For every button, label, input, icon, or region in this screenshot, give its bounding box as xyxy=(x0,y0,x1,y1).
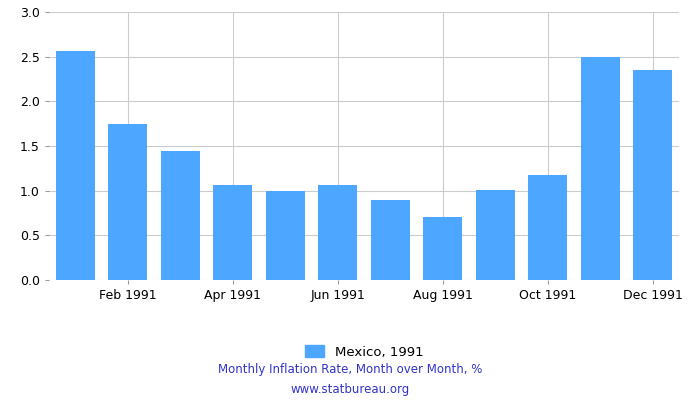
Bar xyxy=(213,185,253,280)
Text: Monthly Inflation Rate, Month over Month, %: Monthly Inflation Rate, Month over Month… xyxy=(218,364,482,376)
Bar xyxy=(528,174,568,280)
Bar xyxy=(108,124,148,280)
Legend: Mexico, 1991: Mexico, 1991 xyxy=(299,340,429,364)
Text: www.statbureau.org: www.statbureau.org xyxy=(290,384,410,396)
Bar xyxy=(265,191,305,280)
Bar xyxy=(580,57,620,280)
Bar xyxy=(318,185,358,280)
Bar xyxy=(475,190,515,280)
Bar xyxy=(370,200,410,280)
Bar xyxy=(55,51,95,280)
Bar xyxy=(160,151,200,280)
Bar xyxy=(423,218,463,280)
Bar xyxy=(633,70,673,280)
